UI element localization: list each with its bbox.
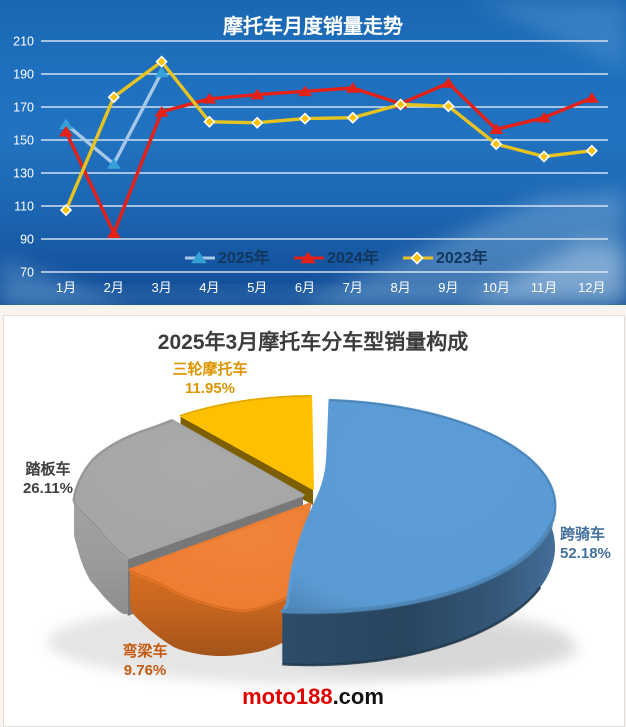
svg-text:3月: 3月 [151,280,171,295]
svg-text:130: 130 [13,167,34,181]
svg-text:7月: 7月 [343,280,363,295]
svg-text:摩托车月度销量走势: 摩托车月度销量走势 [223,14,403,38]
svg-text:150: 150 [13,134,34,148]
svg-text:8月: 8月 [390,280,410,295]
svg-text:2023年: 2023年 [436,248,488,267]
svg-text:10月: 10月 [482,280,509,295]
svg-text:12月: 12月 [578,280,605,295]
svg-text:2025年: 2025年 [218,248,270,267]
svg-text:2月: 2月 [104,280,124,295]
svg-text:110: 110 [14,200,34,214]
svg-text:90: 90 [20,233,34,247]
svg-text:1月: 1月 [56,280,76,295]
svg-text:190: 190 [13,68,34,82]
svg-text:11月: 11月 [531,280,558,295]
svg-text:5月: 5月 [247,280,267,295]
svg-text:9月: 9月 [438,280,458,295]
svg-text:210: 210 [13,35,34,49]
svg-text:2024年: 2024年 [327,248,379,267]
svg-text:4月: 4月 [199,280,219,295]
svg-text:6月: 6月 [295,280,315,295]
svg-text:170: 170 [13,101,34,115]
svg-text:70: 70 [20,266,34,280]
